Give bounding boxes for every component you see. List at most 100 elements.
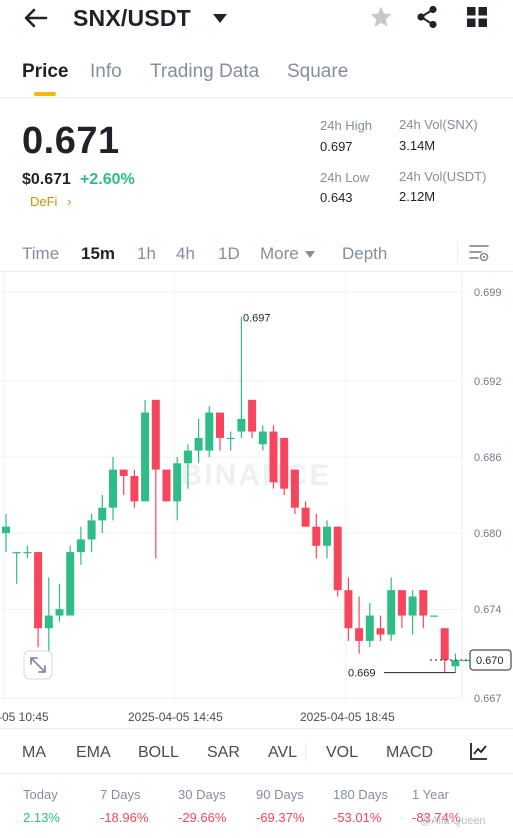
x-axis-ticks: -05 10:45 2025-04-05 14:45 2025-04-05 18:4… [0,710,395,724]
category-tag[interactable]: DeFi › [30,194,71,209]
y-tick-label: 0.680 [474,528,502,540]
perf-value-90d: -69.37% [256,810,305,825]
candle [98,495,107,534]
interval-depth[interactable]: Depth [342,244,388,263]
perf-label-1y: 1 Year [412,787,449,802]
indicator-vol[interactable]: VOL [326,744,359,761]
last-price: 0.671 [22,120,120,162]
candle [397,590,406,629]
vol-base-value: 3.14M [399,138,436,153]
indicator-boll[interactable]: BOLL [138,744,179,761]
perf-label-90d: 90 Days [256,787,304,802]
candle [333,526,342,597]
candle [87,514,96,553]
perf-label-30d: 30 Days [178,787,226,802]
interval-bar: Time 15m 1h 4h 1D More Depth [0,232,513,272]
y-tick-label: 0.667 [474,693,502,705]
candle [151,399,160,559]
indicator-chart-icon[interactable] [470,742,488,760]
credit-watermark: @Alia Queen [420,815,486,827]
candle [269,425,278,489]
candle [355,596,364,654]
candle [387,577,396,641]
vol-quote-value: 2.12M [399,189,436,204]
indicator-bar: MA EMA BOLL SAR AVL VOL MACD [0,728,513,774]
chevron-right-icon: › [67,194,72,209]
perf-value-1y: -83.74% [412,810,461,825]
grid-icon[interactable] [467,7,487,27]
x-tick-label: -05 10:45 [0,710,49,724]
candle [440,628,449,673]
y-tick-label: 0.692 [474,376,502,388]
high-annotation: 0.697 [243,312,271,324]
low-24h-value: 0.643 [320,190,353,205]
candle [162,469,171,502]
expand-icon [30,657,46,673]
interval-more[interactable]: More [260,244,299,263]
back-arrow-icon[interactable] [22,6,50,30]
perf-value-today: 2.13% [23,810,60,825]
low-annotation: 0.669 [348,668,376,680]
indicator-ema[interactable]: EMA [76,744,111,761]
candle [119,469,128,495]
perf-value-30d: -29.66% [178,810,227,825]
y-tick-label: 0.674 [474,604,502,616]
candle [290,469,299,515]
perf-value-7d: -18.96% [100,810,149,825]
candle [130,469,139,508]
candle [237,317,246,438]
candle [280,437,289,495]
candle [141,399,150,502]
candle [312,514,321,559]
y-tick-label: 0.686 [474,452,502,464]
pair-title[interactable]: SNX/USDT [73,5,191,31]
indicator-ma[interactable]: MA [22,744,46,761]
candle [109,456,117,521]
tab-trading-data[interactable]: Trading Data [150,61,260,82]
candlestick-chart[interactable]: BINANCE 0.699 0.692 0.686 0.680 0.674 0.667 -… [0,273,513,727]
perf-label-today: Today [23,787,58,802]
active-tab-indicator [34,92,56,96]
candle [44,577,53,654]
candle [301,501,310,527]
last-price-label: 0.670 [476,655,504,667]
chart-settings-icon[interactable] [469,244,489,262]
top-bar: SNX/USDT [0,0,513,40]
tab-square[interactable]: Square [287,61,349,82]
candle [451,653,460,673]
candle [194,418,203,464]
interval-15m[interactable]: 15m [81,244,116,263]
indicator-macd[interactable]: MACD [386,744,434,761]
tab-price[interactable]: Price [22,61,69,82]
candle [344,577,353,641]
fiat-price: $0.671 [22,171,71,188]
candle [183,444,192,489]
tab-info[interactable]: Info [90,61,122,82]
candles [2,317,471,673]
divider [305,743,306,761]
interval-4h[interactable]: 4h [176,244,195,263]
interval-1d[interactable]: 1D [218,244,240,263]
candle [430,615,438,617]
chart-watermark: BINANCE [181,459,332,492]
last-price-box [469,649,512,671]
candle [23,545,32,559]
interval-1h[interactable]: 1h [137,244,156,263]
y-tick-label: 0.699 [474,287,502,299]
caret-down-icon[interactable] [305,251,315,258]
indicator-avl[interactable]: AVL [268,744,298,761]
y-axis-ticks: 0.699 0.692 0.686 0.680 0.674 0.667 [474,287,502,705]
chart-annotations: 0.697 0.669 0.670 [241,312,512,680]
indicator-sar[interactable]: SAR [207,744,240,761]
share-icon[interactable] [416,5,438,29]
star-icon[interactable] [369,5,393,29]
high-24h-label: 24h High [320,118,373,133]
vol-quote-label: 24h Vol(USDT) [399,169,487,184]
caret-down-icon[interactable] [212,12,228,24]
candle [173,456,182,521]
candle [419,590,428,629]
candle [258,425,267,451]
perf-label-7d: 7 Days [100,787,141,802]
interval-time[interactable]: Time [22,244,60,263]
expand-chart-button[interactable] [23,650,53,680]
